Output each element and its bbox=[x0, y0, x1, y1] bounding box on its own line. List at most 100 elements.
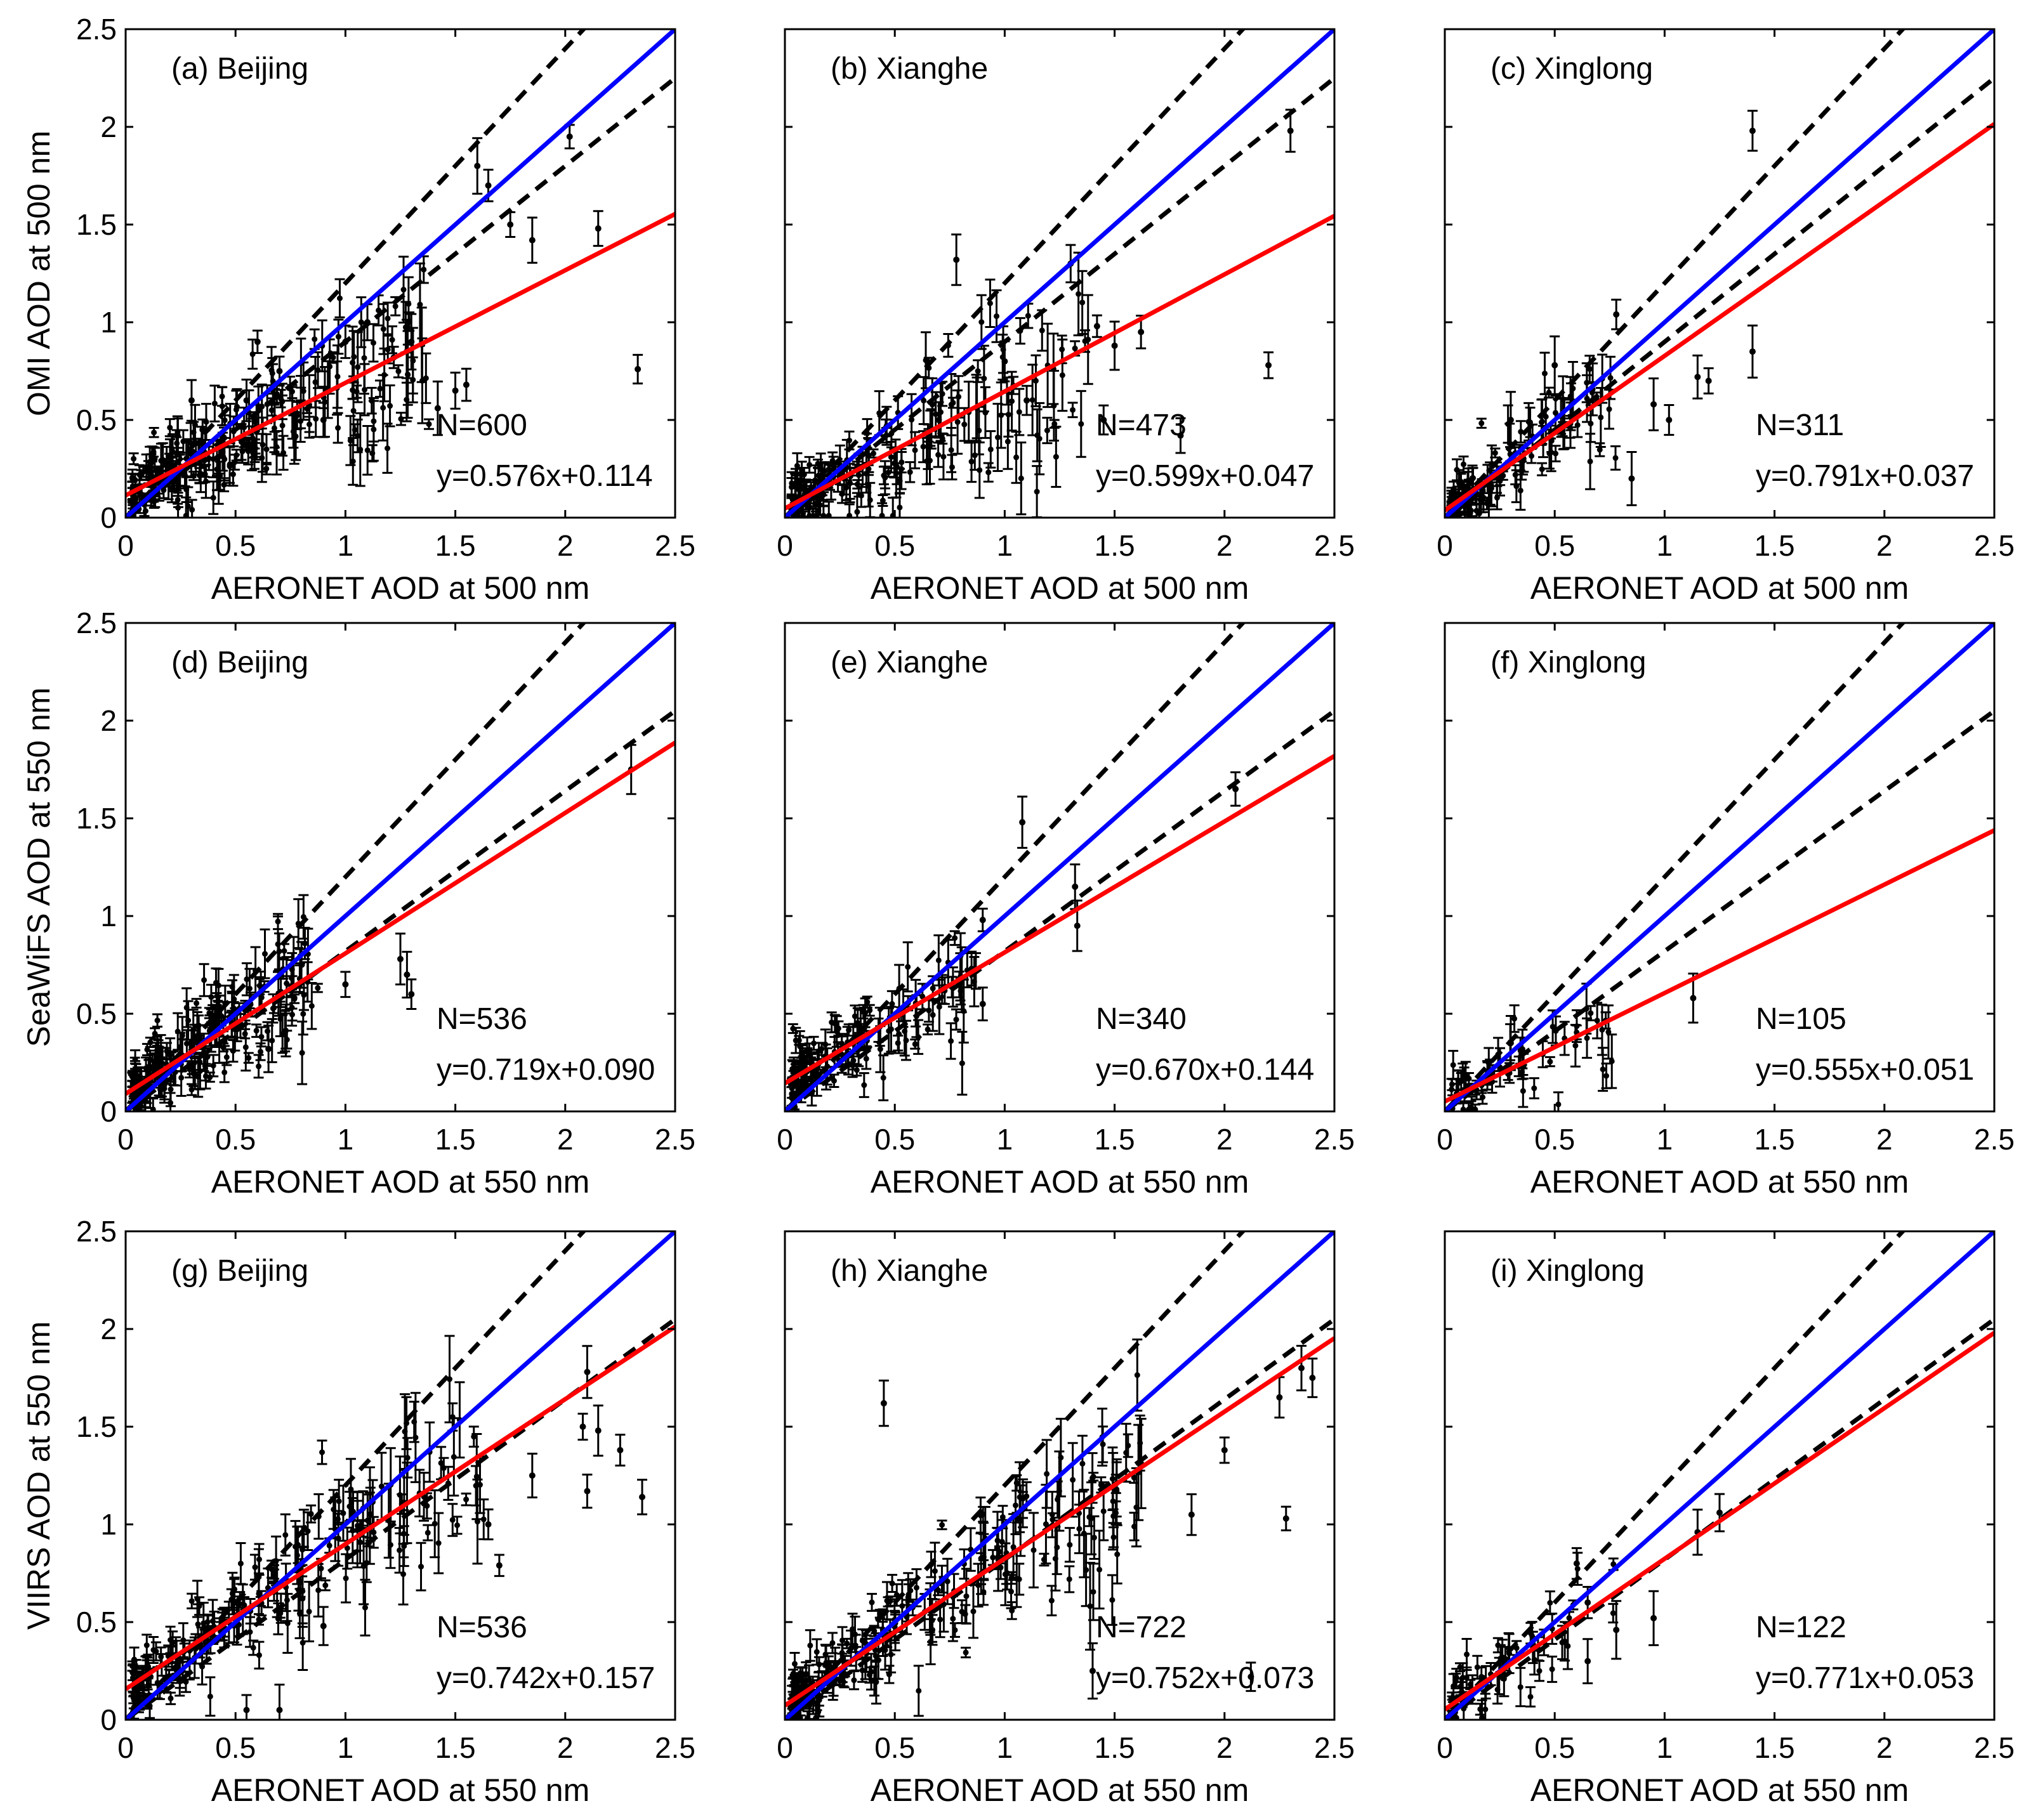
axes-frame bbox=[124, 28, 676, 519]
data-point bbox=[878, 494, 888, 507]
regression-line bbox=[1445, 828, 1994, 1104]
fit-equation: y=0.771x+0.053 bbox=[1756, 1661, 1974, 1695]
data-point bbox=[1087, 1642, 1098, 1700]
data-point bbox=[1022, 384, 1032, 416]
data-point bbox=[1490, 447, 1501, 459]
data-point bbox=[867, 1593, 878, 1612]
plot-area bbox=[1445, 1231, 1994, 1720]
y-tick-label: 1.5 bbox=[76, 208, 117, 241]
sample-count: N=536 bbox=[437, 1611, 527, 1644]
data-point bbox=[267, 403, 277, 417]
y-tick-label: 1.5 bbox=[76, 802, 117, 835]
x-tick-label: 2 bbox=[1876, 1123, 1893, 1156]
x-tick-label: 1.5 bbox=[1095, 529, 1135, 562]
data-point bbox=[1544, 386, 1555, 399]
plot-area bbox=[126, 29, 675, 518]
x-axis-label: AERONET AOD at 500 nm bbox=[1530, 570, 1909, 606]
fit-equation: y=0.599x+0.047 bbox=[1096, 459, 1314, 493]
x-tick-label: 1 bbox=[997, 1123, 1013, 1156]
data-point bbox=[192, 1580, 203, 1618]
data-point bbox=[385, 384, 395, 428]
panel-d: 00 0.5 0.5 1 1 1.5 1.5 2 2 2.5 2.5 AERONET AOD at 5… bbox=[21, 606, 695, 1200]
data-point bbox=[1747, 324, 1758, 379]
axes-frame bbox=[124, 622, 676, 1113]
data-point bbox=[1596, 1004, 1607, 1056]
sample-count: N=473 bbox=[1096, 409, 1187, 442]
data-point bbox=[165, 1691, 176, 1705]
data-point bbox=[637, 1479, 648, 1516]
data-point bbox=[1039, 1552, 1050, 1567]
data-point bbox=[951, 233, 962, 286]
data-point bbox=[240, 1023, 251, 1072]
x-tick-label: 2.5 bbox=[1974, 529, 2015, 562]
data-point bbox=[1547, 1613, 1558, 1645]
x-tick-label: 2 bbox=[1216, 1731, 1233, 1764]
x-tick-label: 2 bbox=[1876, 529, 1893, 562]
y-tick-label: 0.5 bbox=[76, 997, 117, 1030]
data-point bbox=[402, 950, 412, 998]
x-tick-label: 1.5 bbox=[1754, 529, 1795, 562]
data-point bbox=[220, 414, 230, 426]
y-tick-label: 1.5 bbox=[76, 1410, 117, 1443]
data-point bbox=[164, 418, 175, 438]
plot-area bbox=[785, 29, 1334, 518]
data-point bbox=[918, 376, 929, 425]
x-tick-label: 0 bbox=[777, 1731, 793, 1764]
one-to-one-line bbox=[126, 1231, 675, 1720]
data-point bbox=[1011, 1474, 1022, 1492]
data-point bbox=[1098, 404, 1109, 436]
error-envelope-upper bbox=[126, 623, 587, 1111]
data-point bbox=[1452, 458, 1463, 481]
panel-title: (a) Beijing bbox=[171, 52, 308, 86]
data-point bbox=[252, 329, 263, 354]
data-point bbox=[341, 1553, 352, 1604]
data-point bbox=[209, 384, 220, 422]
data-point bbox=[1611, 298, 1622, 331]
data-point bbox=[355, 412, 365, 487]
data-point bbox=[633, 353, 643, 385]
data-point bbox=[1077, 1434, 1088, 1493]
x-tick-label: 2.5 bbox=[655, 1123, 695, 1156]
error-envelope-lower bbox=[126, 709, 675, 1111]
panel-c: 0 0.5 1 1.5 2 2.5 AERONET AOD at 500 nm (c) Xin… bbox=[1437, 28, 2015, 606]
y-axis-label: OMI AOD at 500 nm bbox=[21, 131, 56, 416]
x-axis-label: AERONET AOD at 550 nm bbox=[871, 1772, 1249, 1808]
sample-count: N=722 bbox=[1096, 1611, 1187, 1644]
x-tick-label: 0 bbox=[117, 1123, 134, 1156]
panel-title: (d) Beijing bbox=[171, 646, 308, 679]
data-point bbox=[461, 1492, 471, 1507]
data-point bbox=[1067, 1442, 1078, 1518]
data-point bbox=[131, 1659, 141, 1677]
data-point bbox=[1037, 309, 1048, 352]
x-tick-label: 1 bbox=[1657, 529, 1673, 562]
data-point bbox=[471, 1465, 482, 1507]
panel-title: (i) Xinglong bbox=[1491, 1254, 1645, 1288]
data-point bbox=[1016, 441, 1027, 516]
data-point bbox=[1747, 110, 1758, 152]
x-tick-label: 0 bbox=[777, 529, 793, 562]
x-tick-label: 2 bbox=[1216, 1123, 1233, 1156]
data-point bbox=[254, 1543, 265, 1576]
data-point bbox=[992, 402, 1003, 473]
data-point bbox=[383, 301, 393, 336]
data-point bbox=[812, 1638, 822, 1666]
data-point bbox=[186, 379, 197, 422]
sample-count: N=105 bbox=[1756, 1002, 1846, 1036]
regression-line bbox=[1445, 122, 1994, 513]
panel-title: (c) Xinglong bbox=[1491, 52, 1653, 86]
data-point bbox=[1553, 1091, 1563, 1111]
axes-frame bbox=[784, 622, 1336, 1113]
data-point bbox=[318, 1606, 329, 1646]
x-tick-label: 0.5 bbox=[874, 1731, 915, 1764]
data-point bbox=[1014, 388, 1025, 436]
data-point bbox=[969, 955, 980, 1007]
axes-frame bbox=[784, 1230, 1336, 1721]
data-point bbox=[378, 374, 388, 442]
data-point bbox=[1714, 1493, 1725, 1533]
error-envelope-upper bbox=[785, 29, 1246, 518]
data-point bbox=[1456, 473, 1466, 491]
error-envelope-lower bbox=[1445, 709, 1994, 1111]
data-point bbox=[1132, 1339, 1143, 1412]
one-to-one-line bbox=[785, 1231, 1334, 1720]
error-envelope-upper bbox=[126, 29, 587, 518]
